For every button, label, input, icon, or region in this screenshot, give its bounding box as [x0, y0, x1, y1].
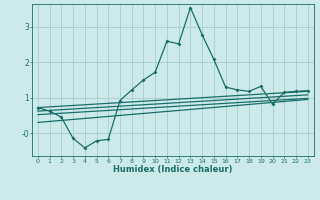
X-axis label: Humidex (Indice chaleur): Humidex (Indice chaleur) [113, 165, 233, 174]
